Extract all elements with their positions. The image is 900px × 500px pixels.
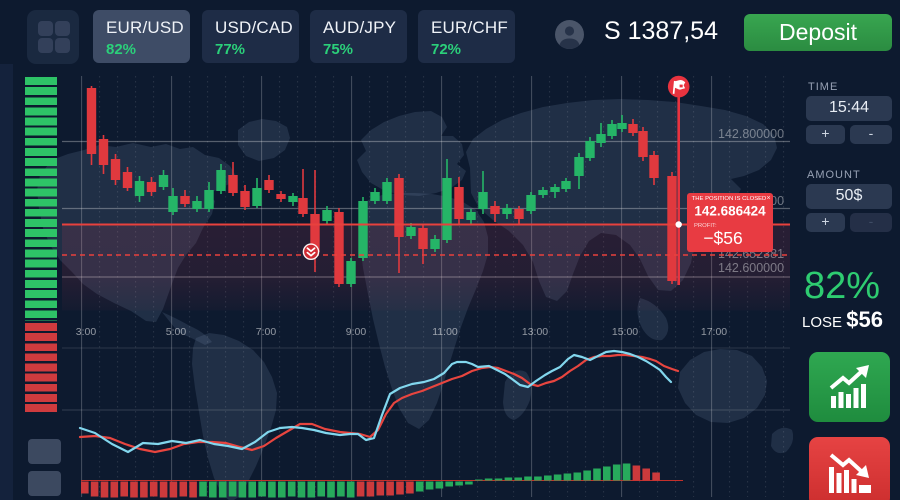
- svg-text:17:00: 17:00: [701, 326, 727, 338]
- svg-text:5:00: 5:00: [166, 326, 187, 338]
- svg-text:PROFIT:: PROFIT:: [694, 223, 717, 229]
- svg-text:3:00: 3:00: [76, 326, 97, 338]
- svg-text:142.800000: 142.800000: [718, 127, 784, 141]
- svg-text:142.686424: 142.686424: [694, 204, 766, 219]
- svg-text:142.600000: 142.600000: [718, 261, 784, 275]
- svg-text:×: ×: [766, 195, 770, 202]
- svg-text:11:00: 11:00: [432, 326, 458, 338]
- svg-text:THE POSITION IS CLOSED: THE POSITION IS CLOSED: [692, 196, 767, 202]
- svg-text:13:00: 13:00: [522, 326, 548, 338]
- svg-text:7:00: 7:00: [256, 326, 277, 338]
- svg-text:−$56: −$56: [703, 228, 742, 248]
- svg-text:9:00: 9:00: [346, 326, 367, 338]
- svg-text:15:00: 15:00: [612, 326, 638, 338]
